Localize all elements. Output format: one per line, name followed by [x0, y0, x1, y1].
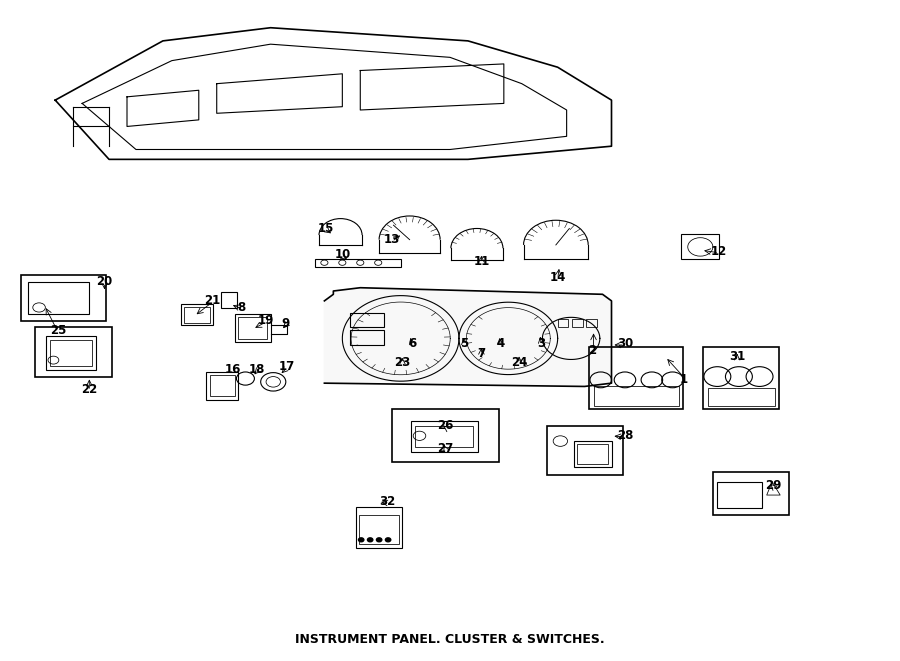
Bar — [184, 307, 210, 323]
Bar — [21, 274, 106, 321]
Bar — [681, 235, 719, 259]
Bar — [574, 441, 611, 467]
Text: 7: 7 — [477, 347, 485, 360]
Bar — [415, 426, 473, 447]
Bar — [315, 258, 400, 266]
Text: 14: 14 — [550, 272, 566, 284]
Bar — [28, 282, 89, 314]
Text: 11: 11 — [473, 255, 490, 268]
Bar — [221, 292, 238, 308]
Bar — [35, 327, 112, 377]
Circle shape — [385, 538, 391, 542]
Text: 17: 17 — [279, 360, 295, 373]
Text: 19: 19 — [258, 314, 274, 327]
Text: 13: 13 — [383, 233, 400, 246]
Bar — [349, 313, 383, 327]
Text: 27: 27 — [437, 442, 454, 455]
Text: 8: 8 — [238, 301, 246, 314]
Bar — [210, 375, 235, 397]
Text: 21: 21 — [204, 294, 220, 307]
Text: 16: 16 — [225, 364, 241, 377]
Text: 20: 20 — [96, 274, 112, 288]
Text: 5: 5 — [460, 337, 469, 350]
Text: 32: 32 — [379, 495, 395, 508]
Bar — [410, 420, 478, 452]
Bar — [703, 347, 779, 409]
Text: 30: 30 — [616, 337, 633, 350]
Text: 22: 22 — [81, 383, 97, 396]
Text: 4: 4 — [496, 337, 504, 350]
Text: 1: 1 — [680, 373, 688, 387]
Bar — [392, 409, 500, 462]
Bar — [359, 515, 399, 544]
Text: 31: 31 — [729, 350, 745, 364]
Text: 10: 10 — [334, 249, 350, 261]
Text: INSTRUMENT PANEL. CLUSTER & SWITCHES.: INSTRUMENT PANEL. CLUSTER & SWITCHES. — [295, 633, 605, 646]
Text: 18: 18 — [249, 364, 266, 377]
Text: 15: 15 — [318, 222, 335, 235]
Text: 2: 2 — [588, 344, 596, 357]
Bar — [707, 388, 775, 407]
Bar — [572, 319, 583, 327]
Text: 29: 29 — [765, 479, 781, 492]
Polygon shape — [324, 288, 611, 387]
Bar — [547, 426, 623, 475]
Text: 26: 26 — [437, 420, 454, 432]
Bar — [235, 314, 271, 342]
Text: 6: 6 — [409, 337, 417, 350]
Text: 23: 23 — [394, 356, 410, 369]
Bar — [594, 387, 679, 407]
Text: 28: 28 — [616, 429, 633, 442]
Bar — [50, 340, 92, 366]
Text: 3: 3 — [537, 337, 545, 350]
Circle shape — [367, 538, 373, 542]
Circle shape — [358, 538, 364, 542]
Bar — [206, 372, 238, 400]
Bar — [578, 444, 608, 464]
Bar — [356, 507, 402, 548]
Bar — [590, 347, 683, 409]
Bar — [181, 304, 213, 325]
Text: 12: 12 — [711, 245, 727, 258]
Bar — [587, 319, 597, 327]
Text: 25: 25 — [50, 324, 66, 337]
Bar — [558, 319, 569, 327]
Bar — [713, 472, 789, 515]
Bar — [238, 317, 267, 339]
Bar — [717, 482, 762, 508]
Text: 24: 24 — [511, 356, 527, 369]
Circle shape — [376, 538, 382, 542]
Text: 9: 9 — [282, 317, 290, 330]
Bar — [349, 330, 383, 345]
Bar — [46, 336, 95, 370]
